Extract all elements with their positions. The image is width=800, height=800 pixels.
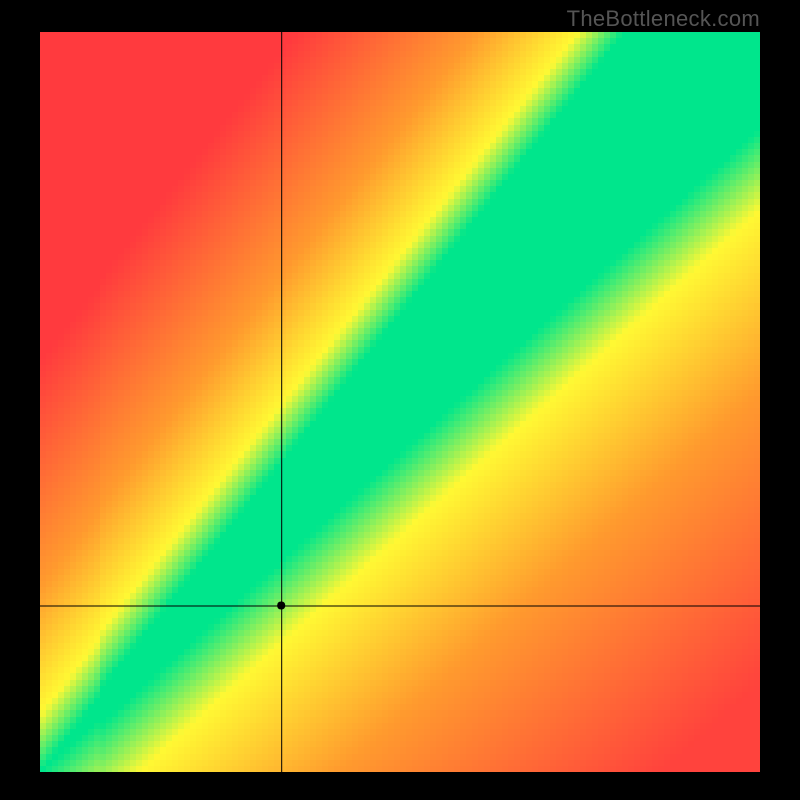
heatmap-canvas <box>40 32 760 772</box>
watermark-text: TheBottleneck.com <box>567 6 760 32</box>
heatmap-plot <box>40 32 760 772</box>
chart-container: TheBottleneck.com <box>0 0 800 800</box>
